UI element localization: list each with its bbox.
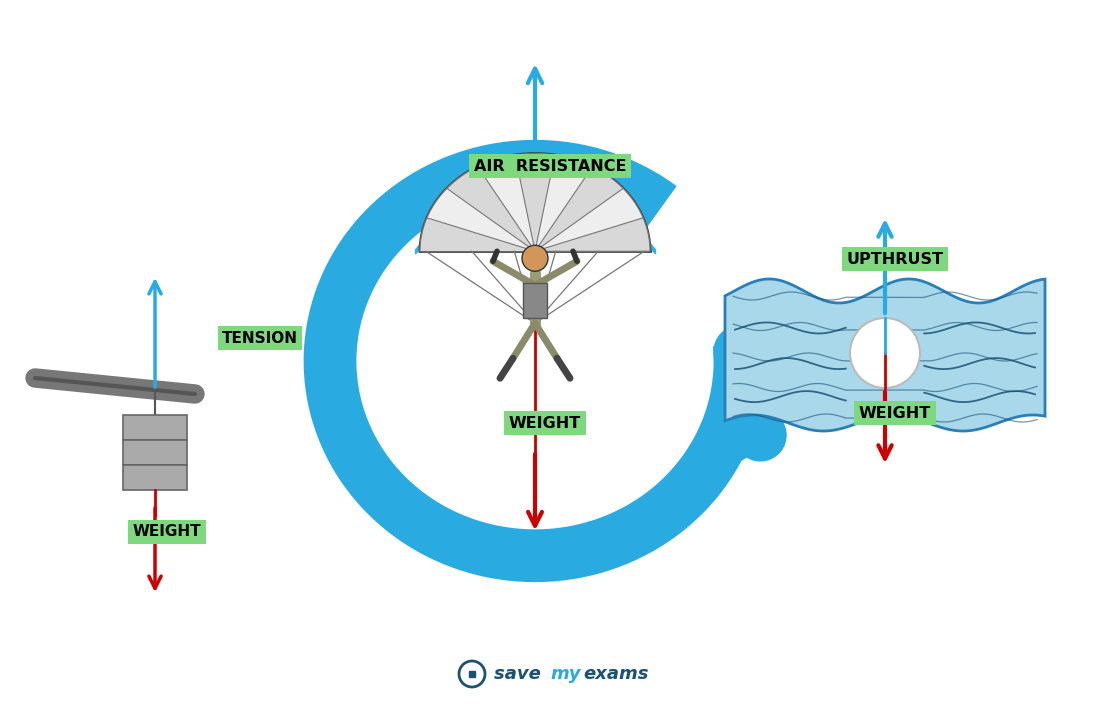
- Text: save: save: [494, 665, 547, 683]
- Polygon shape: [420, 153, 650, 251]
- Bar: [123, 415, 187, 440]
- Polygon shape: [535, 188, 644, 251]
- Bar: [123, 465, 187, 490]
- Text: WEIGHT: WEIGHT: [859, 405, 931, 420]
- Circle shape: [850, 318, 920, 388]
- Text: exams: exams: [583, 665, 649, 683]
- Polygon shape: [477, 155, 535, 251]
- Text: TENSION: TENSION: [222, 331, 298, 346]
- Bar: [522, 284, 547, 318]
- Polygon shape: [515, 153, 556, 251]
- Text: WEIGHT: WEIGHT: [133, 525, 201, 539]
- Polygon shape: [535, 218, 650, 251]
- Bar: [123, 440, 187, 465]
- Circle shape: [522, 246, 548, 271]
- Text: AIR  RESISTANCE: AIR RESISTANCE: [474, 159, 626, 174]
- Polygon shape: [447, 167, 535, 251]
- Text: UPTHRUST: UPTHRUST: [847, 251, 944, 266]
- Text: WEIGHT: WEIGHT: [509, 416, 581, 431]
- Polygon shape: [535, 155, 593, 251]
- Text: my: my: [550, 665, 581, 683]
- Polygon shape: [427, 188, 535, 251]
- Polygon shape: [535, 167, 623, 251]
- Polygon shape: [725, 279, 1045, 431]
- Polygon shape: [420, 218, 535, 251]
